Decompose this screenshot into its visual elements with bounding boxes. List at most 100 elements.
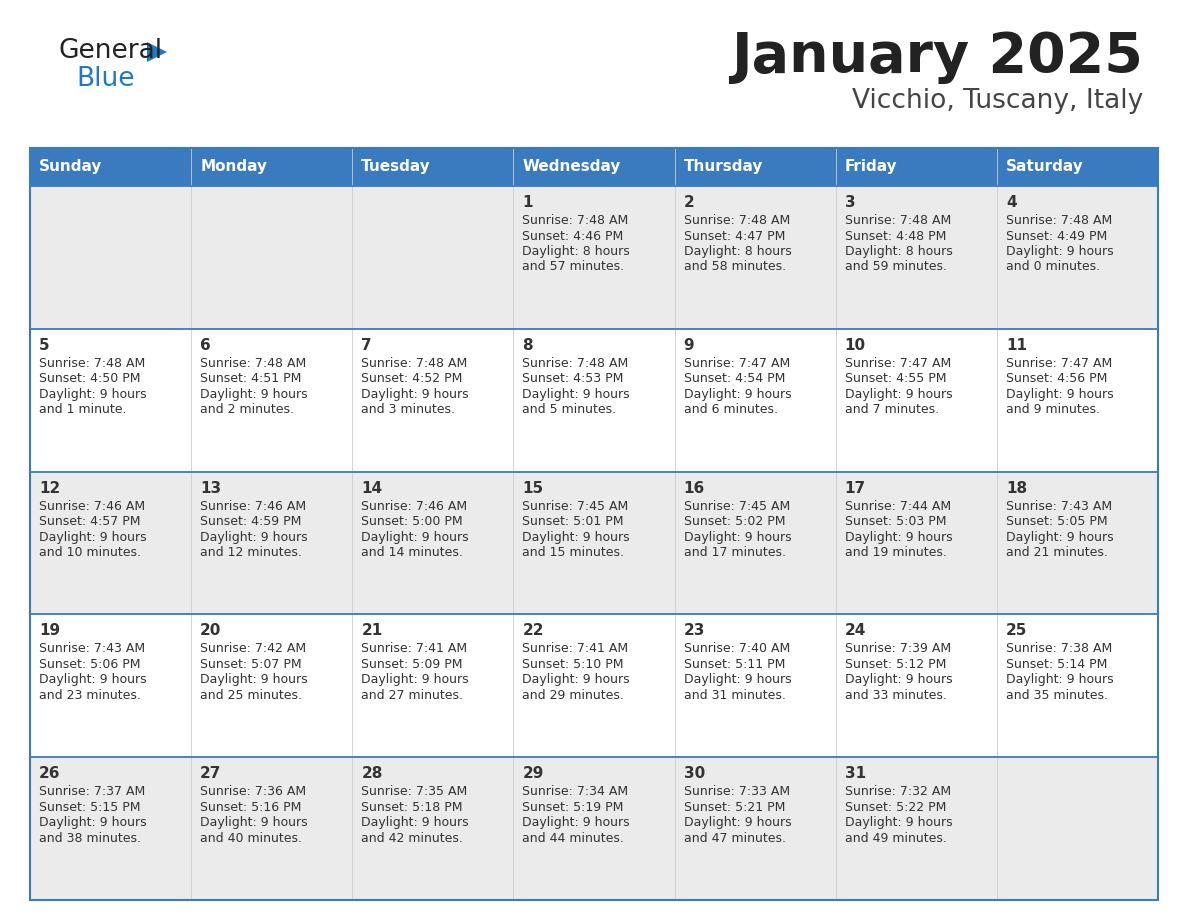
Text: Sunrise: 7:38 AM: Sunrise: 7:38 AM [1006,643,1112,655]
Text: Sunset: 4:48 PM: Sunset: 4:48 PM [845,230,946,242]
Text: Daylight: 9 hours: Daylight: 9 hours [361,387,469,401]
Text: Sunrise: 7:36 AM: Sunrise: 7:36 AM [200,785,307,798]
Text: and 7 minutes.: and 7 minutes. [845,403,939,416]
Text: Daylight: 9 hours: Daylight: 9 hours [1006,245,1113,258]
Text: Sunset: 4:52 PM: Sunset: 4:52 PM [361,373,462,386]
Text: Sunrise: 7:43 AM: Sunrise: 7:43 AM [1006,499,1112,512]
Text: Sunrise: 7:48 AM: Sunrise: 7:48 AM [1006,214,1112,227]
Text: Sunrise: 7:48 AM: Sunrise: 7:48 AM [523,214,628,227]
Text: Sunset: 5:10 PM: Sunset: 5:10 PM [523,658,624,671]
Text: 17: 17 [845,481,866,496]
Text: Sunrise: 7:41 AM: Sunrise: 7:41 AM [361,643,467,655]
Text: and 27 minutes.: and 27 minutes. [361,688,463,702]
Text: and 19 minutes.: and 19 minutes. [845,546,947,559]
Text: Sunrise: 7:48 AM: Sunrise: 7:48 AM [200,357,307,370]
Text: Daylight: 9 hours: Daylight: 9 hours [39,816,146,829]
Text: and 42 minutes.: and 42 minutes. [361,832,463,845]
Text: 23: 23 [683,623,704,638]
Text: Saturday: Saturday [1006,160,1083,174]
Text: Daylight: 9 hours: Daylight: 9 hours [39,387,146,401]
Text: Sunset: 4:49 PM: Sunset: 4:49 PM [1006,230,1107,242]
Text: and 38 minutes.: and 38 minutes. [39,832,141,845]
Text: Sunrise: 7:45 AM: Sunrise: 7:45 AM [683,499,790,512]
Text: Sunset: 5:02 PM: Sunset: 5:02 PM [683,515,785,528]
Text: 14: 14 [361,481,383,496]
Text: and 15 minutes.: and 15 minutes. [523,546,625,559]
Text: Sunset: 4:56 PM: Sunset: 4:56 PM [1006,373,1107,386]
Text: Sunrise: 7:47 AM: Sunrise: 7:47 AM [1006,357,1112,370]
Text: Daylight: 9 hours: Daylight: 9 hours [1006,531,1113,543]
Bar [30,614,1158,757]
Text: Sunset: 5:01 PM: Sunset: 5:01 PM [523,515,624,528]
Text: Vicchio, Tuscany, Italy: Vicchio, Tuscany, Italy [852,88,1143,114]
Text: and 59 minutes.: and 59 minutes. [845,261,947,274]
Text: Sunrise: 7:46 AM: Sunrise: 7:46 AM [39,499,145,512]
Text: Sunrise: 7:42 AM: Sunrise: 7:42 AM [200,643,307,655]
Text: Sunset: 4:51 PM: Sunset: 4:51 PM [200,373,302,386]
Text: Sunset: 4:53 PM: Sunset: 4:53 PM [523,373,624,386]
Bar [30,757,1158,900]
Text: Thursday: Thursday [683,160,763,174]
Text: Sunset: 4:59 PM: Sunset: 4:59 PM [200,515,302,528]
Text: 20: 20 [200,623,221,638]
Text: and 35 minutes.: and 35 minutes. [1006,688,1108,702]
Text: Sunset: 5:16 PM: Sunset: 5:16 PM [200,800,302,813]
Text: Sunrise: 7:43 AM: Sunrise: 7:43 AM [39,643,145,655]
Text: 31: 31 [845,767,866,781]
Text: Daylight: 9 hours: Daylight: 9 hours [523,816,630,829]
Text: Sunset: 5:03 PM: Sunset: 5:03 PM [845,515,946,528]
Text: 2: 2 [683,195,694,210]
Text: Sunrise: 7:46 AM: Sunrise: 7:46 AM [361,499,467,512]
Bar [30,329,1158,472]
Text: Sunset: 5:05 PM: Sunset: 5:05 PM [1006,515,1107,528]
Text: January 2025: January 2025 [731,30,1143,84]
Text: Sunrise: 7:45 AM: Sunrise: 7:45 AM [523,499,628,512]
Text: Sunrise: 7:40 AM: Sunrise: 7:40 AM [683,643,790,655]
Text: Daylight: 9 hours: Daylight: 9 hours [361,816,469,829]
Text: 7: 7 [361,338,372,353]
Text: and 9 minutes.: and 9 minutes. [1006,403,1100,416]
Text: Daylight: 9 hours: Daylight: 9 hours [683,387,791,401]
Text: and 29 minutes.: and 29 minutes. [523,688,625,702]
Text: and 21 minutes.: and 21 minutes. [1006,546,1107,559]
Text: Sunrise: 7:48 AM: Sunrise: 7:48 AM [523,357,628,370]
Text: Daylight: 9 hours: Daylight: 9 hours [523,674,630,687]
Text: Daylight: 9 hours: Daylight: 9 hours [845,816,953,829]
Text: and 33 minutes.: and 33 minutes. [845,688,947,702]
Text: 9: 9 [683,338,694,353]
Text: Daylight: 9 hours: Daylight: 9 hours [39,531,146,543]
Text: 28: 28 [361,767,383,781]
Text: and 57 minutes.: and 57 minutes. [523,261,625,274]
Text: 18: 18 [1006,481,1026,496]
Bar [835,148,997,186]
Text: Sunrise: 7:33 AM: Sunrise: 7:33 AM [683,785,790,798]
Text: 11: 11 [1006,338,1026,353]
Text: Sunrise: 7:48 AM: Sunrise: 7:48 AM [39,357,145,370]
Text: Sunset: 5:07 PM: Sunset: 5:07 PM [200,658,302,671]
Text: Daylight: 9 hours: Daylight: 9 hours [683,531,791,543]
Text: 16: 16 [683,481,704,496]
Text: Sunset: 4:57 PM: Sunset: 4:57 PM [39,515,140,528]
Bar [997,148,1158,186]
Text: Sunrise: 7:32 AM: Sunrise: 7:32 AM [845,785,950,798]
Text: Sunday: Sunday [39,160,102,174]
Text: Daylight: 9 hours: Daylight: 9 hours [683,816,791,829]
Bar [675,148,835,186]
Text: Sunset: 5:00 PM: Sunset: 5:00 PM [361,515,463,528]
Text: and 12 minutes.: and 12 minutes. [200,546,302,559]
Text: Sunset: 5:06 PM: Sunset: 5:06 PM [39,658,140,671]
Text: Daylight: 9 hours: Daylight: 9 hours [200,674,308,687]
Text: Daylight: 9 hours: Daylight: 9 hours [200,387,308,401]
Text: Sunset: 5:09 PM: Sunset: 5:09 PM [361,658,463,671]
Text: Sunset: 5:11 PM: Sunset: 5:11 PM [683,658,785,671]
Text: Daylight: 9 hours: Daylight: 9 hours [845,531,953,543]
Text: and 14 minutes.: and 14 minutes. [361,546,463,559]
Text: 1: 1 [523,195,533,210]
Text: and 49 minutes.: and 49 minutes. [845,832,947,845]
Text: Daylight: 9 hours: Daylight: 9 hours [200,531,308,543]
Bar [30,472,1158,614]
Text: 6: 6 [200,338,211,353]
Text: Sunrise: 7:48 AM: Sunrise: 7:48 AM [361,357,468,370]
Text: Daylight: 9 hours: Daylight: 9 hours [845,674,953,687]
Text: Daylight: 9 hours: Daylight: 9 hours [523,387,630,401]
